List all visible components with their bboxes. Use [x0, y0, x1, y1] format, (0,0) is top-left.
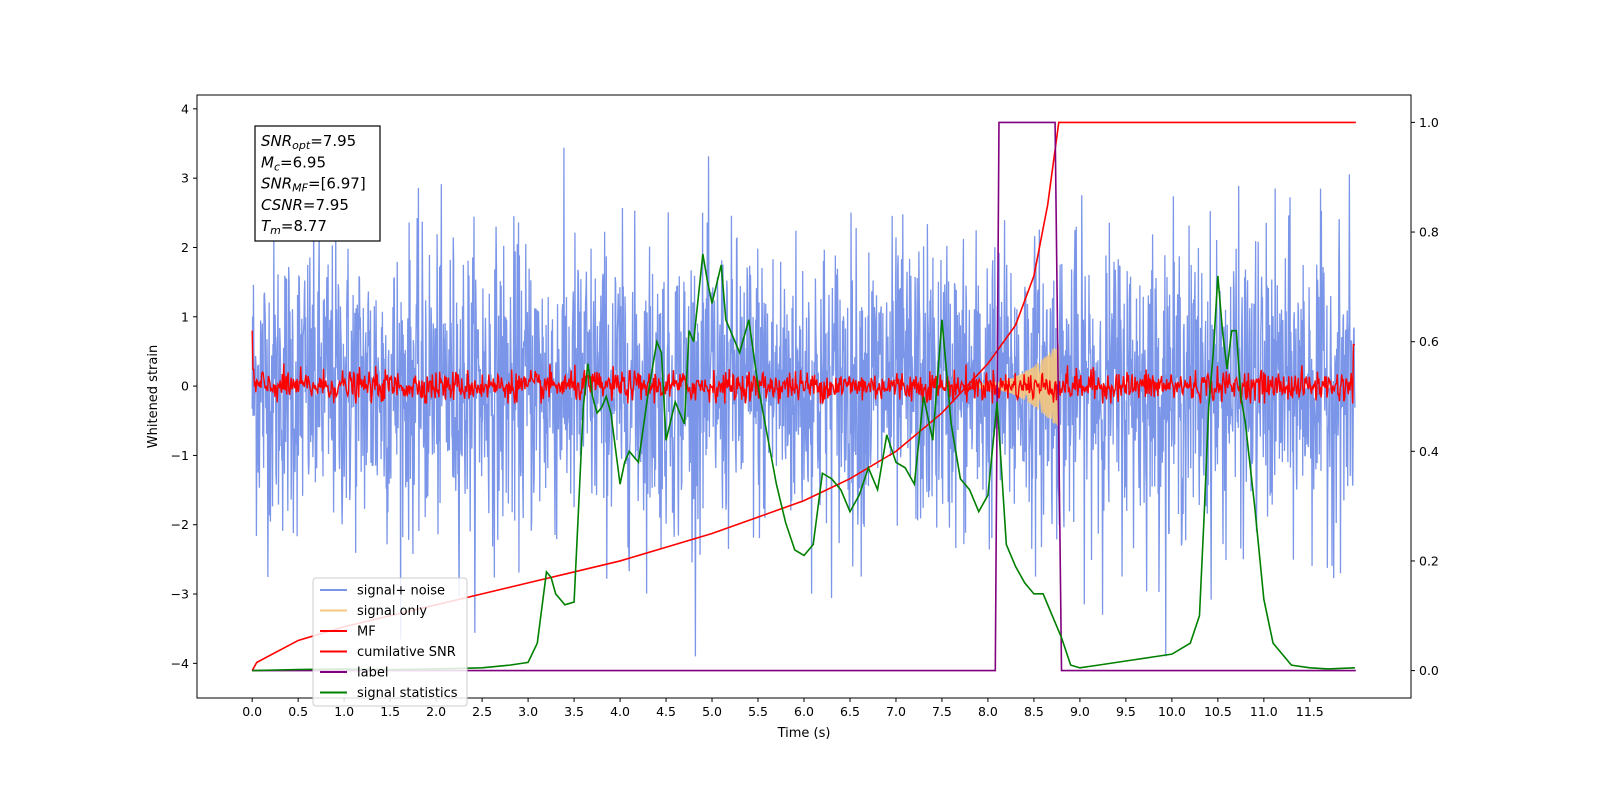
x-axis-ticks: 0.0 0.5 1.0 1.5 2.0 2.5 3.0 3.5 4.0 4.5 5.0 5.5 6.0 6… [242, 698, 1324, 719]
x-tick-label: 11.0 [1250, 704, 1278, 719]
x-tick-label: 9.0 [1070, 704, 1090, 719]
x-tick-label: 8.0 [978, 704, 998, 719]
y-left-tick-label: −2 [171, 517, 189, 532]
y-left-tick-label: 3 [181, 171, 189, 186]
legend-entry-label: signal only [357, 604, 427, 619]
series-signal-noise [251, 147, 1356, 657]
annotation-line: SNRMF=[6.97] [261, 175, 366, 195]
x-tick-label: 1.0 [334, 704, 354, 719]
x-tick-label: 6.5 [840, 704, 860, 719]
y-left-tick-label: 2 [181, 240, 189, 255]
y-right-tick-label: 0.0 [1419, 663, 1439, 678]
x-tick-label: 1.5 [380, 704, 400, 719]
legend-frame [312, 577, 468, 707]
y-left-tick-label: −1 [171, 448, 189, 463]
legend: signal+ noise signal only MF cumilative SNR… [312, 577, 468, 707]
y-right-tick-label: 0.4 [1419, 444, 1439, 459]
annotation-line: SNRopt=7.95 [261, 132, 356, 152]
y-left-tick-label: 4 [181, 101, 189, 116]
x-tick-label: 10.5 [1204, 704, 1232, 719]
series-label [252, 121, 1356, 672]
legend-entry-label: MF [357, 625, 376, 640]
annotation-line: CSNR=7.95 [261, 196, 349, 214]
y-left-tick-label: 1 [181, 309, 189, 324]
legend-entry-label: signal statistics [357, 686, 458, 701]
y-left-tick-label: 0 [181, 379, 189, 394]
x-tick-label: 4.5 [656, 704, 676, 719]
annotation-frame [254, 125, 381, 242]
x-tick-label: 2.5 [472, 704, 492, 719]
x-tick-label: 5.5 [748, 704, 768, 719]
x-tick-label: 3.5 [564, 704, 584, 719]
x-tick-label: 9.5 [1116, 704, 1136, 719]
x-tick-label: 10.0 [1158, 704, 1186, 719]
x-tick-label: 0.0 [242, 704, 262, 719]
x-tick-label: 2.0 [426, 704, 446, 719]
y-right-tick-label: 0.8 [1419, 225, 1439, 240]
series-signal-statistics [252, 253, 1355, 672]
y-right-tick-label: 0.6 [1419, 334, 1439, 349]
legend-entry-label: cumilative SNR [357, 645, 456, 660]
annotation-line: Tm=8.77 [261, 217, 327, 237]
x-tick-label: 5.0 [702, 704, 722, 719]
y-axis-left-ticks: −4 −3 −2 −1 0 1 2 3 4 [171, 101, 197, 671]
y-axis-right-ticks: 0.0 0.2 0.4 0.6 0.8 1.0 [1411, 115, 1439, 678]
x-tick-label: 8.5 [1024, 704, 1044, 719]
x-tick-label: 7.0 [886, 704, 906, 719]
y-right-tick-label: 1.0 [1419, 115, 1439, 130]
x-tick-label: 4.0 [610, 704, 630, 719]
series-mf [251, 330, 1355, 404]
annotation-line: Mc=6.95 [261, 153, 326, 173]
x-tick-label: 3.0 [518, 704, 538, 719]
y-left-tick-label: −3 [171, 587, 189, 602]
x-tick-label: 7.5 [932, 704, 952, 719]
legend-entry-label: signal+ noise [357, 584, 445, 599]
y-axis-left-label: Whitened strain [146, 345, 161, 448]
y-left-tick-label: −4 [171, 656, 189, 671]
legend-entry-label: label [357, 666, 388, 681]
x-axis-label: Time (s) [777, 726, 831, 741]
x-tick-label: 11.5 [1296, 704, 1324, 719]
x-tick-label: 0.5 [288, 704, 308, 719]
y-right-tick-label: 0.2 [1419, 553, 1439, 568]
x-tick-label: 6.0 [794, 704, 814, 719]
